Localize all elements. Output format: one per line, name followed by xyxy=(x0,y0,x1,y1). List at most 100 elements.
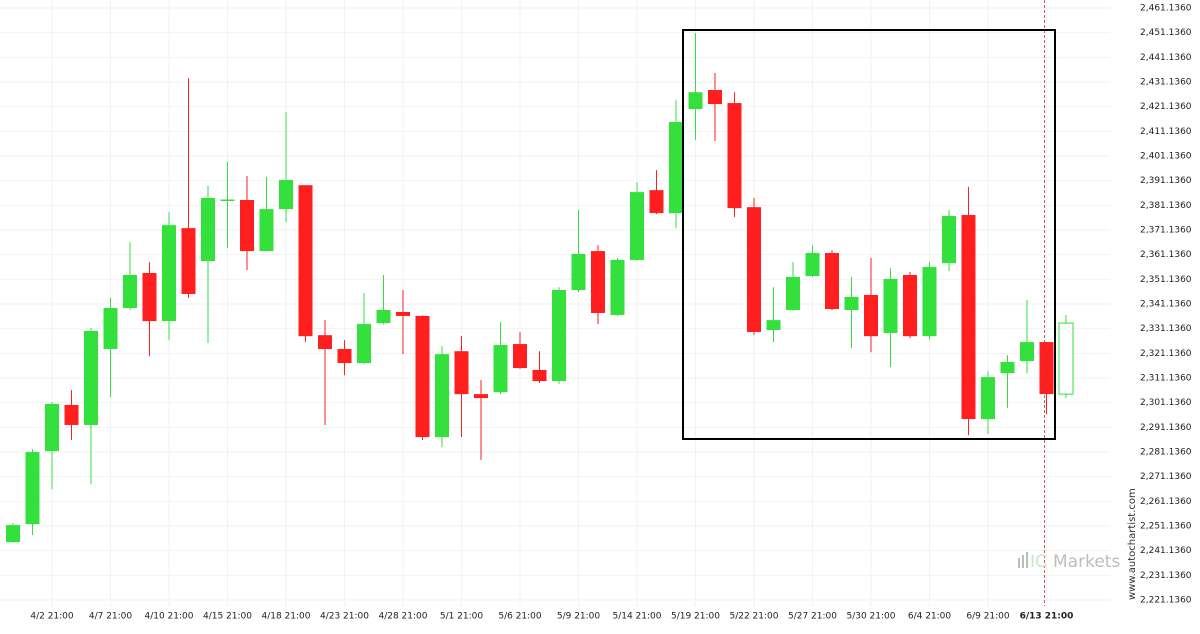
candle-body xyxy=(630,192,644,260)
y-tick-label: 2,391.1360 xyxy=(1140,176,1192,186)
x-tick-label: 5/9 21:00 xyxy=(557,612,601,622)
candle-body xyxy=(786,276,800,311)
y-tick-label: 2,271.1360 xyxy=(1140,472,1192,482)
candle-body xyxy=(181,228,196,294)
candle-body xyxy=(298,185,313,337)
x-tick-label: 4/10 21:00 xyxy=(144,612,193,622)
x-tick-label: 6/4 21:00 xyxy=(908,612,952,622)
x-tick-label: 5/19 21:00 xyxy=(671,612,720,622)
candle-body xyxy=(1039,342,1054,395)
y-tick-label: 2,401.1360 xyxy=(1140,152,1192,162)
candle-body xyxy=(922,267,937,337)
candle-body xyxy=(240,199,254,252)
candle-body xyxy=(961,215,976,420)
logo-prefix: IC xyxy=(1030,552,1047,572)
candle-body xyxy=(864,294,878,337)
candle-body xyxy=(64,404,79,425)
y-tick-label: 2,371.1360 xyxy=(1140,226,1192,236)
candle-body xyxy=(1058,322,1074,395)
candle-body xyxy=(415,315,430,438)
candle-body xyxy=(279,180,293,210)
candle-body xyxy=(220,199,235,202)
candle-body xyxy=(6,525,20,543)
candle-body xyxy=(610,259,625,315)
candle-body xyxy=(552,290,566,382)
candle-body xyxy=(883,278,898,333)
candle-body xyxy=(571,254,586,291)
candle-body xyxy=(259,209,274,252)
candle-body xyxy=(357,324,371,364)
candle-body xyxy=(454,351,469,395)
y-tick-label: 2,291.1360 xyxy=(1140,423,1192,433)
candle-body xyxy=(844,296,859,311)
candle-body xyxy=(649,190,664,214)
x-tick-label: 4/7 21:00 xyxy=(89,612,133,622)
candle-body xyxy=(162,225,176,322)
candle-body xyxy=(201,198,215,262)
candle-layer xyxy=(6,33,1074,544)
y-tick-label: 2,411.1360 xyxy=(1140,127,1192,137)
y-tick-label: 2,441.1360 xyxy=(1140,53,1192,63)
x-tick-label: 5/14 21:00 xyxy=(612,612,661,622)
x-tick-label: 4/23 21:00 xyxy=(320,612,369,622)
y-tick-label: 2,221.1360 xyxy=(1140,596,1192,606)
candle-body xyxy=(396,311,410,316)
y-tick-label: 2,461.1360 xyxy=(1140,4,1192,14)
candle-body xyxy=(45,403,59,452)
x-tick-label: 4/2 21:00 xyxy=(30,612,74,622)
candle-body xyxy=(84,330,98,425)
candle-body xyxy=(942,216,956,264)
candle-body xyxy=(493,345,508,393)
y-tick-label: 2,361.1360 xyxy=(1140,250,1192,260)
candle-body xyxy=(532,369,547,382)
logo-bar xyxy=(1022,555,1024,568)
x-tick-label: 5/27 21:00 xyxy=(788,612,837,622)
candle-body xyxy=(376,310,391,324)
pattern-box xyxy=(682,29,1056,440)
y-tick-label: 2,231.1360 xyxy=(1140,571,1192,581)
x-tick-label: 5/6 21:00 xyxy=(498,612,542,622)
y-tick-label: 2,241.1360 xyxy=(1140,546,1192,556)
y-tick-label: 2,251.1360 xyxy=(1140,522,1192,532)
y-tick-label: 2,341.1360 xyxy=(1140,300,1192,310)
x-tick-label: 5/22 21:00 xyxy=(729,612,778,622)
candle-body xyxy=(318,335,332,349)
candle-body xyxy=(25,452,40,525)
candle-body xyxy=(337,348,352,364)
y-tick-label: 2,331.1360 xyxy=(1140,324,1192,334)
x-tick-label: 6/13 21:00 xyxy=(1020,612,1074,622)
x-tick-label: 4/18 21:00 xyxy=(261,612,310,622)
logo-text: Markets xyxy=(1053,552,1120,572)
logo: IC Markets xyxy=(1018,552,1120,572)
logo-bar xyxy=(1026,552,1028,568)
candle-body xyxy=(688,92,703,109)
x-tick-label: 6/9 21:00 xyxy=(966,612,1010,622)
candle-body xyxy=(708,89,722,105)
candle-body xyxy=(513,344,527,368)
y-tick-label: 2,381.1360 xyxy=(1140,201,1192,211)
y-tick-label: 2,321.1360 xyxy=(1140,349,1192,359)
candle-body xyxy=(474,394,488,399)
y-tick-label: 2,281.1360 xyxy=(1140,448,1192,458)
logo-bar xyxy=(1018,558,1020,568)
candle-body xyxy=(747,207,761,332)
candle-body xyxy=(103,308,118,349)
candle-body xyxy=(1000,362,1015,374)
candle-body xyxy=(435,354,449,438)
candle-body xyxy=(903,274,917,337)
y-tick-label: 2,301.1360 xyxy=(1140,398,1192,408)
watermark: www.autochartist.com xyxy=(1127,488,1138,600)
y-tick-label: 2,261.1360 xyxy=(1140,497,1192,507)
x-tick-label: 5/30 21:00 xyxy=(846,612,895,622)
y-tick-label: 2,451.1360 xyxy=(1140,28,1192,38)
candle-body xyxy=(766,320,781,330)
candle-body xyxy=(825,253,839,310)
candle-body xyxy=(981,377,995,420)
y-tick-label: 2,431.1360 xyxy=(1140,78,1192,88)
candle-body xyxy=(669,122,683,214)
x-tick-label: 4/28 21:00 xyxy=(378,612,427,622)
candle-body xyxy=(142,273,157,322)
y-tick-label: 2,311.1360 xyxy=(1140,374,1192,384)
